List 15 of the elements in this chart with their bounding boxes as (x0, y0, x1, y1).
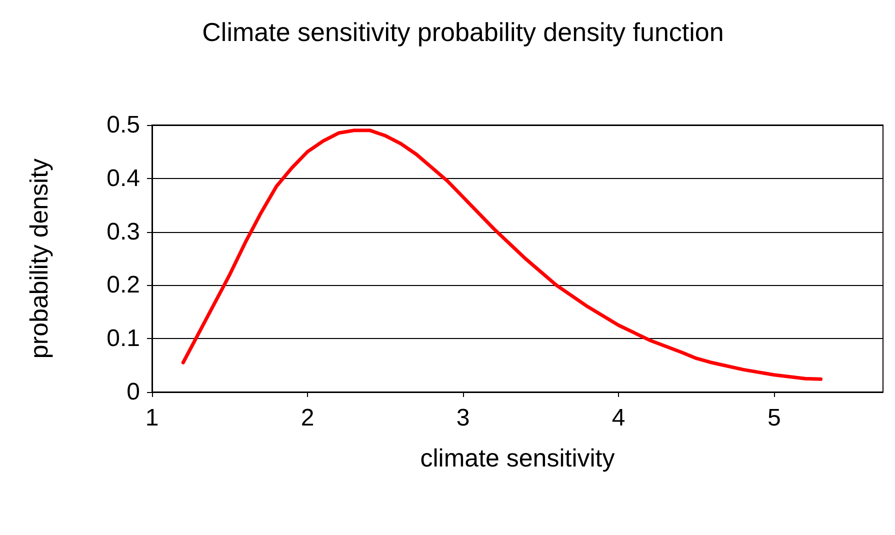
x-tick-label: 1 (145, 404, 159, 432)
x-tick-label: 3 (456, 404, 470, 432)
y-axis-title: probability density (26, 158, 54, 359)
x-axis-title: climate sensitivity (420, 444, 616, 472)
x-tick-label: 2 (300, 404, 314, 432)
y-tick-label: 0 (126, 378, 140, 406)
y-tick-label: 0.5 (106, 112, 140, 138)
chart-title: Climate sensitivity probability density function (202, 17, 724, 47)
line-series (181, 128, 823, 381)
x-tick-label: 4 (612, 404, 626, 432)
y-tick-label: 0.1 (106, 325, 140, 352)
y-tick-label: 0.2 (106, 272, 140, 299)
x-tick-label: 5 (767, 404, 781, 432)
y-tick-label: 0.3 (106, 218, 140, 246)
y-tick-label: 0.4 (106, 164, 140, 192)
